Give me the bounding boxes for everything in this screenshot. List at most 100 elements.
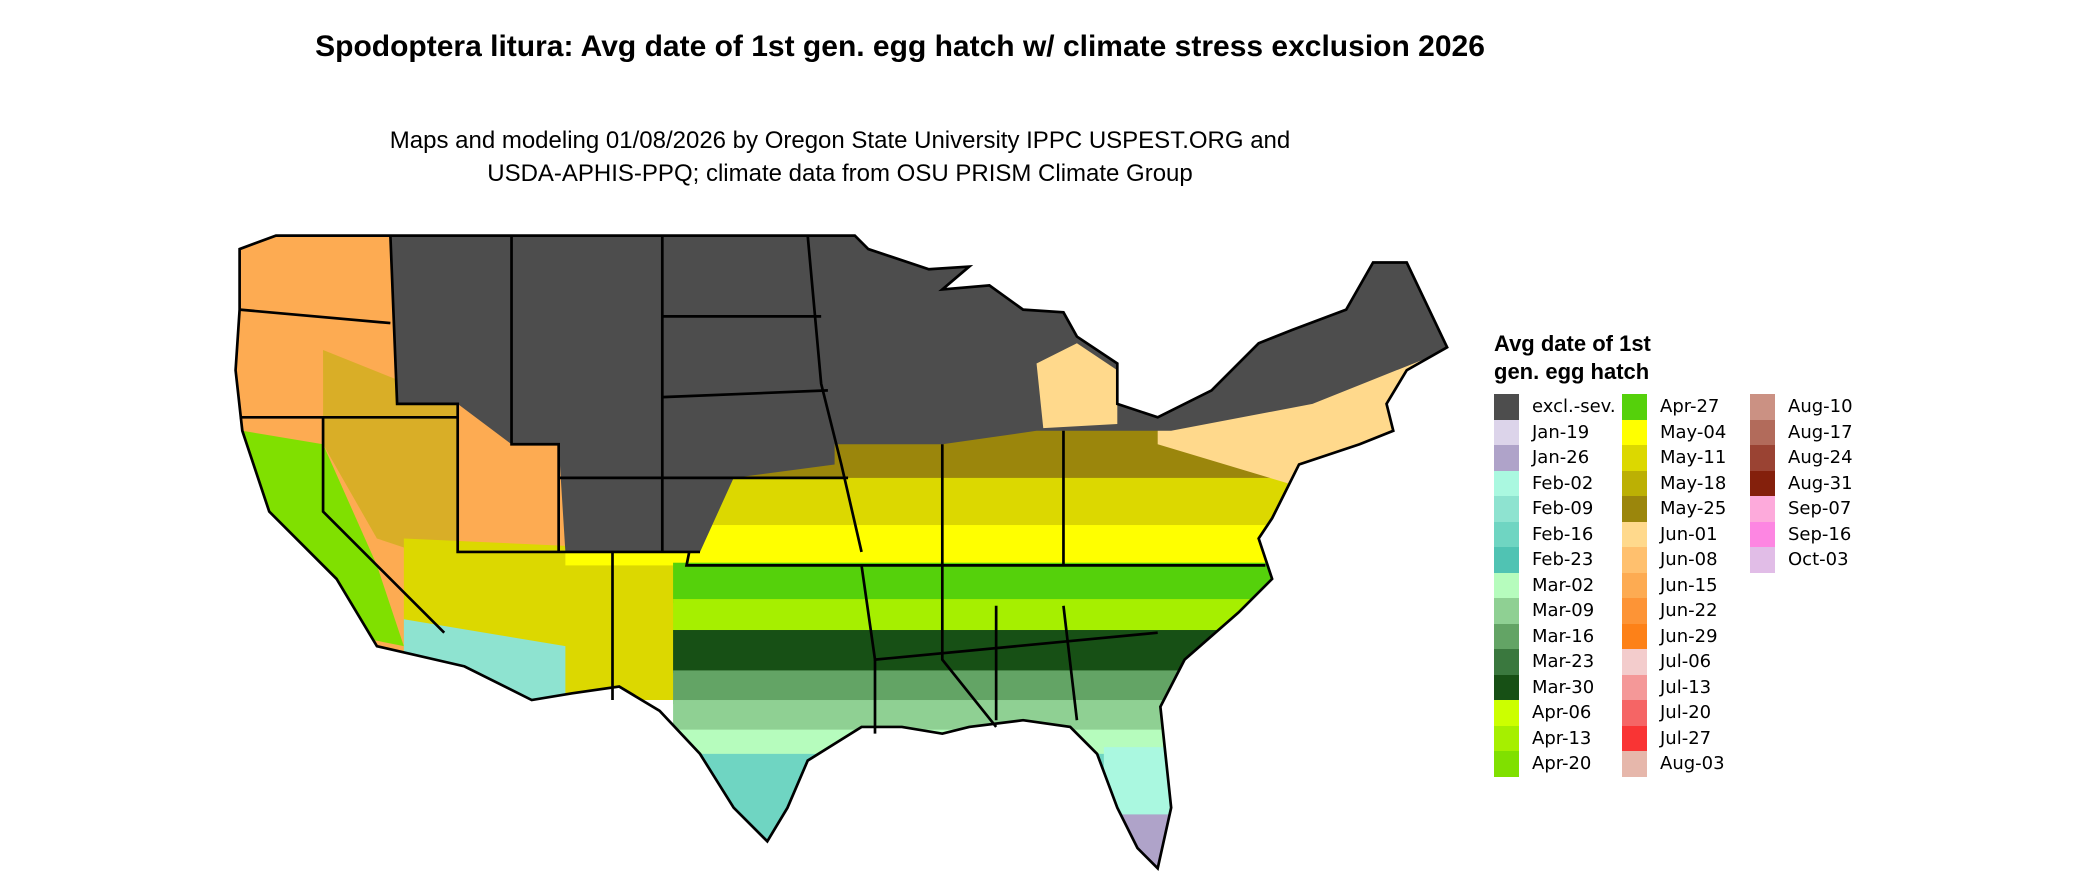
legend-label: Feb-16 xyxy=(1532,523,1594,545)
legend-label: Mar-16 xyxy=(1532,625,1595,647)
legend-item: Apr-06 xyxy=(1494,700,1622,726)
legend-columns: excl.-sev. Jan-19 Jan-26 Feb-02 Feb-09 Feb-16… xyxy=(1494,394,1878,777)
legend-item: Apr-20 xyxy=(1494,751,1622,777)
legend-item: Jan-26 xyxy=(1494,445,1622,471)
legend-label: May-11 xyxy=(1660,447,1727,469)
band-mar-16 xyxy=(673,670,1448,705)
legend-item: Sep-16 xyxy=(1750,521,1878,547)
legend-label: Feb-23 xyxy=(1532,549,1594,571)
state-borders xyxy=(234,234,1449,870)
legend-label: Jun-15 xyxy=(1660,574,1718,596)
legend-label: Mar-30 xyxy=(1532,676,1595,698)
legend-item: Mar-16 xyxy=(1494,623,1622,649)
legend-swatch xyxy=(1750,470,1775,496)
legend-label: Sep-16 xyxy=(1788,523,1852,545)
legend-item: Jan-19 xyxy=(1494,419,1622,445)
legend-item: Apr-13 xyxy=(1494,725,1622,751)
legend-item: Mar-02 xyxy=(1494,572,1622,598)
legend-label: Apr-06 xyxy=(1532,702,1592,724)
legend-swatch xyxy=(1750,496,1775,522)
legend-swatch xyxy=(1494,394,1519,420)
legend-item: Aug-31 xyxy=(1750,470,1878,496)
legend-swatch xyxy=(1622,521,1647,547)
legend-column: Apr-27 May-04 May-11 May-18 May-25 Jun-01 Jun-… xyxy=(1622,394,1750,777)
legend-swatch xyxy=(1494,623,1519,649)
legend-title-line: Avg date of 1st xyxy=(1494,331,1651,356)
legend-label: May-25 xyxy=(1660,498,1727,520)
legend-swatch xyxy=(1622,598,1647,624)
legend-item: Feb-09 xyxy=(1494,496,1622,522)
legend-label: Aug-03 xyxy=(1660,753,1725,775)
legend-swatch xyxy=(1494,445,1519,471)
legend-label: Apr-27 xyxy=(1660,396,1720,418)
legend-label: Aug-10 xyxy=(1788,396,1853,418)
legend-swatch xyxy=(1494,521,1519,547)
legend-swatch xyxy=(1494,496,1519,522)
legend-item: Feb-23 xyxy=(1494,547,1622,573)
legend-swatch xyxy=(1750,521,1775,547)
legend-swatch xyxy=(1750,445,1775,471)
legend-item: Jul-13 xyxy=(1622,674,1750,700)
legend-item: Feb-02 xyxy=(1494,470,1622,496)
legend-swatch xyxy=(1622,547,1647,573)
legend-label: Jun-29 xyxy=(1660,625,1718,647)
legend-item: Mar-23 xyxy=(1494,649,1622,675)
legend-label: Aug-24 xyxy=(1788,447,1853,469)
legend-swatch xyxy=(1622,419,1647,445)
legend-label: Jul-06 xyxy=(1660,651,1712,673)
legend-label: Jun-08 xyxy=(1660,549,1718,571)
legend-swatch xyxy=(1494,419,1519,445)
legend-label: Aug-31 xyxy=(1788,472,1853,494)
legend-column: Aug-10 Aug-17 Aug-24 Aug-31 Sep-07 Sep-16 Oct-… xyxy=(1750,394,1878,777)
legend-label: excl.-sev. xyxy=(1532,396,1616,418)
legend-swatch xyxy=(1494,751,1519,777)
legend: Avg date of 1st gen. egg hatch excl.-sev… xyxy=(1494,330,1878,777)
chart-subtitle: Maps and modeling 01/08/2026 by Oregon S… xyxy=(250,124,1430,190)
region-michigan-lower xyxy=(1036,343,1118,429)
legend-item: Jun-08 xyxy=(1622,547,1750,573)
legend-label: Apr-13 xyxy=(1532,727,1592,749)
legend-item: Jun-22 xyxy=(1622,598,1750,624)
legend-swatch xyxy=(1494,572,1519,598)
legend-item: Mar-09 xyxy=(1494,598,1622,624)
legend-swatch xyxy=(1494,470,1519,496)
legend-swatch xyxy=(1622,394,1647,420)
legend-item: May-25 xyxy=(1622,496,1750,522)
subtitle-line: USDA-APHIS-PPQ; climate data from OSU PR… xyxy=(487,160,1193,187)
legend-title: Avg date of 1st gen. egg hatch xyxy=(1494,330,1878,386)
legend-swatch xyxy=(1494,700,1519,726)
subtitle-line: Maps and modeling 01/08/2026 by Oregon S… xyxy=(389,127,1291,154)
legend-swatch xyxy=(1622,496,1647,522)
legend-item: Aug-10 xyxy=(1750,394,1878,420)
legend-swatch xyxy=(1750,394,1775,420)
legend-label: May-04 xyxy=(1660,421,1727,443)
band-jan-26-florida xyxy=(1103,814,1212,869)
legend-label: Mar-23 xyxy=(1532,651,1595,673)
legend-swatch xyxy=(1494,649,1519,675)
legend-label: May-18 xyxy=(1660,472,1727,494)
legend-label: Sep-07 xyxy=(1788,498,1852,520)
legend-item: Jul-20 xyxy=(1622,700,1750,726)
legend-item: Apr-27 xyxy=(1622,394,1750,420)
legend-item: May-18 xyxy=(1622,470,1750,496)
band-feb-16 xyxy=(565,753,1448,869)
legend-swatch xyxy=(1622,751,1647,777)
legend-label: Jul-27 xyxy=(1660,727,1712,749)
legend-column: excl.-sev. Jan-19 Jan-26 Feb-02 Feb-09 Feb-16… xyxy=(1494,394,1622,777)
region-california-green xyxy=(242,430,404,647)
legend-item: Jun-15 xyxy=(1622,572,1750,598)
chart-title: Spodoptera litura: Avg date of 1st gen. … xyxy=(315,30,1485,63)
legend-swatch xyxy=(1622,445,1647,471)
band-mar-09 xyxy=(673,700,1448,734)
legend-item: Mar-30 xyxy=(1494,674,1622,700)
legend-label: Feb-09 xyxy=(1532,498,1594,520)
legend-swatch xyxy=(1494,598,1519,624)
legend-item: May-04 xyxy=(1622,419,1750,445)
legend-item: Aug-03 xyxy=(1622,751,1750,777)
legend-swatch xyxy=(1494,547,1519,573)
legend-swatch xyxy=(1622,470,1647,496)
legend-label: Jul-20 xyxy=(1660,702,1712,724)
legend-label: Feb-02 xyxy=(1532,472,1594,494)
legend-label: Aug-17 xyxy=(1788,421,1853,443)
